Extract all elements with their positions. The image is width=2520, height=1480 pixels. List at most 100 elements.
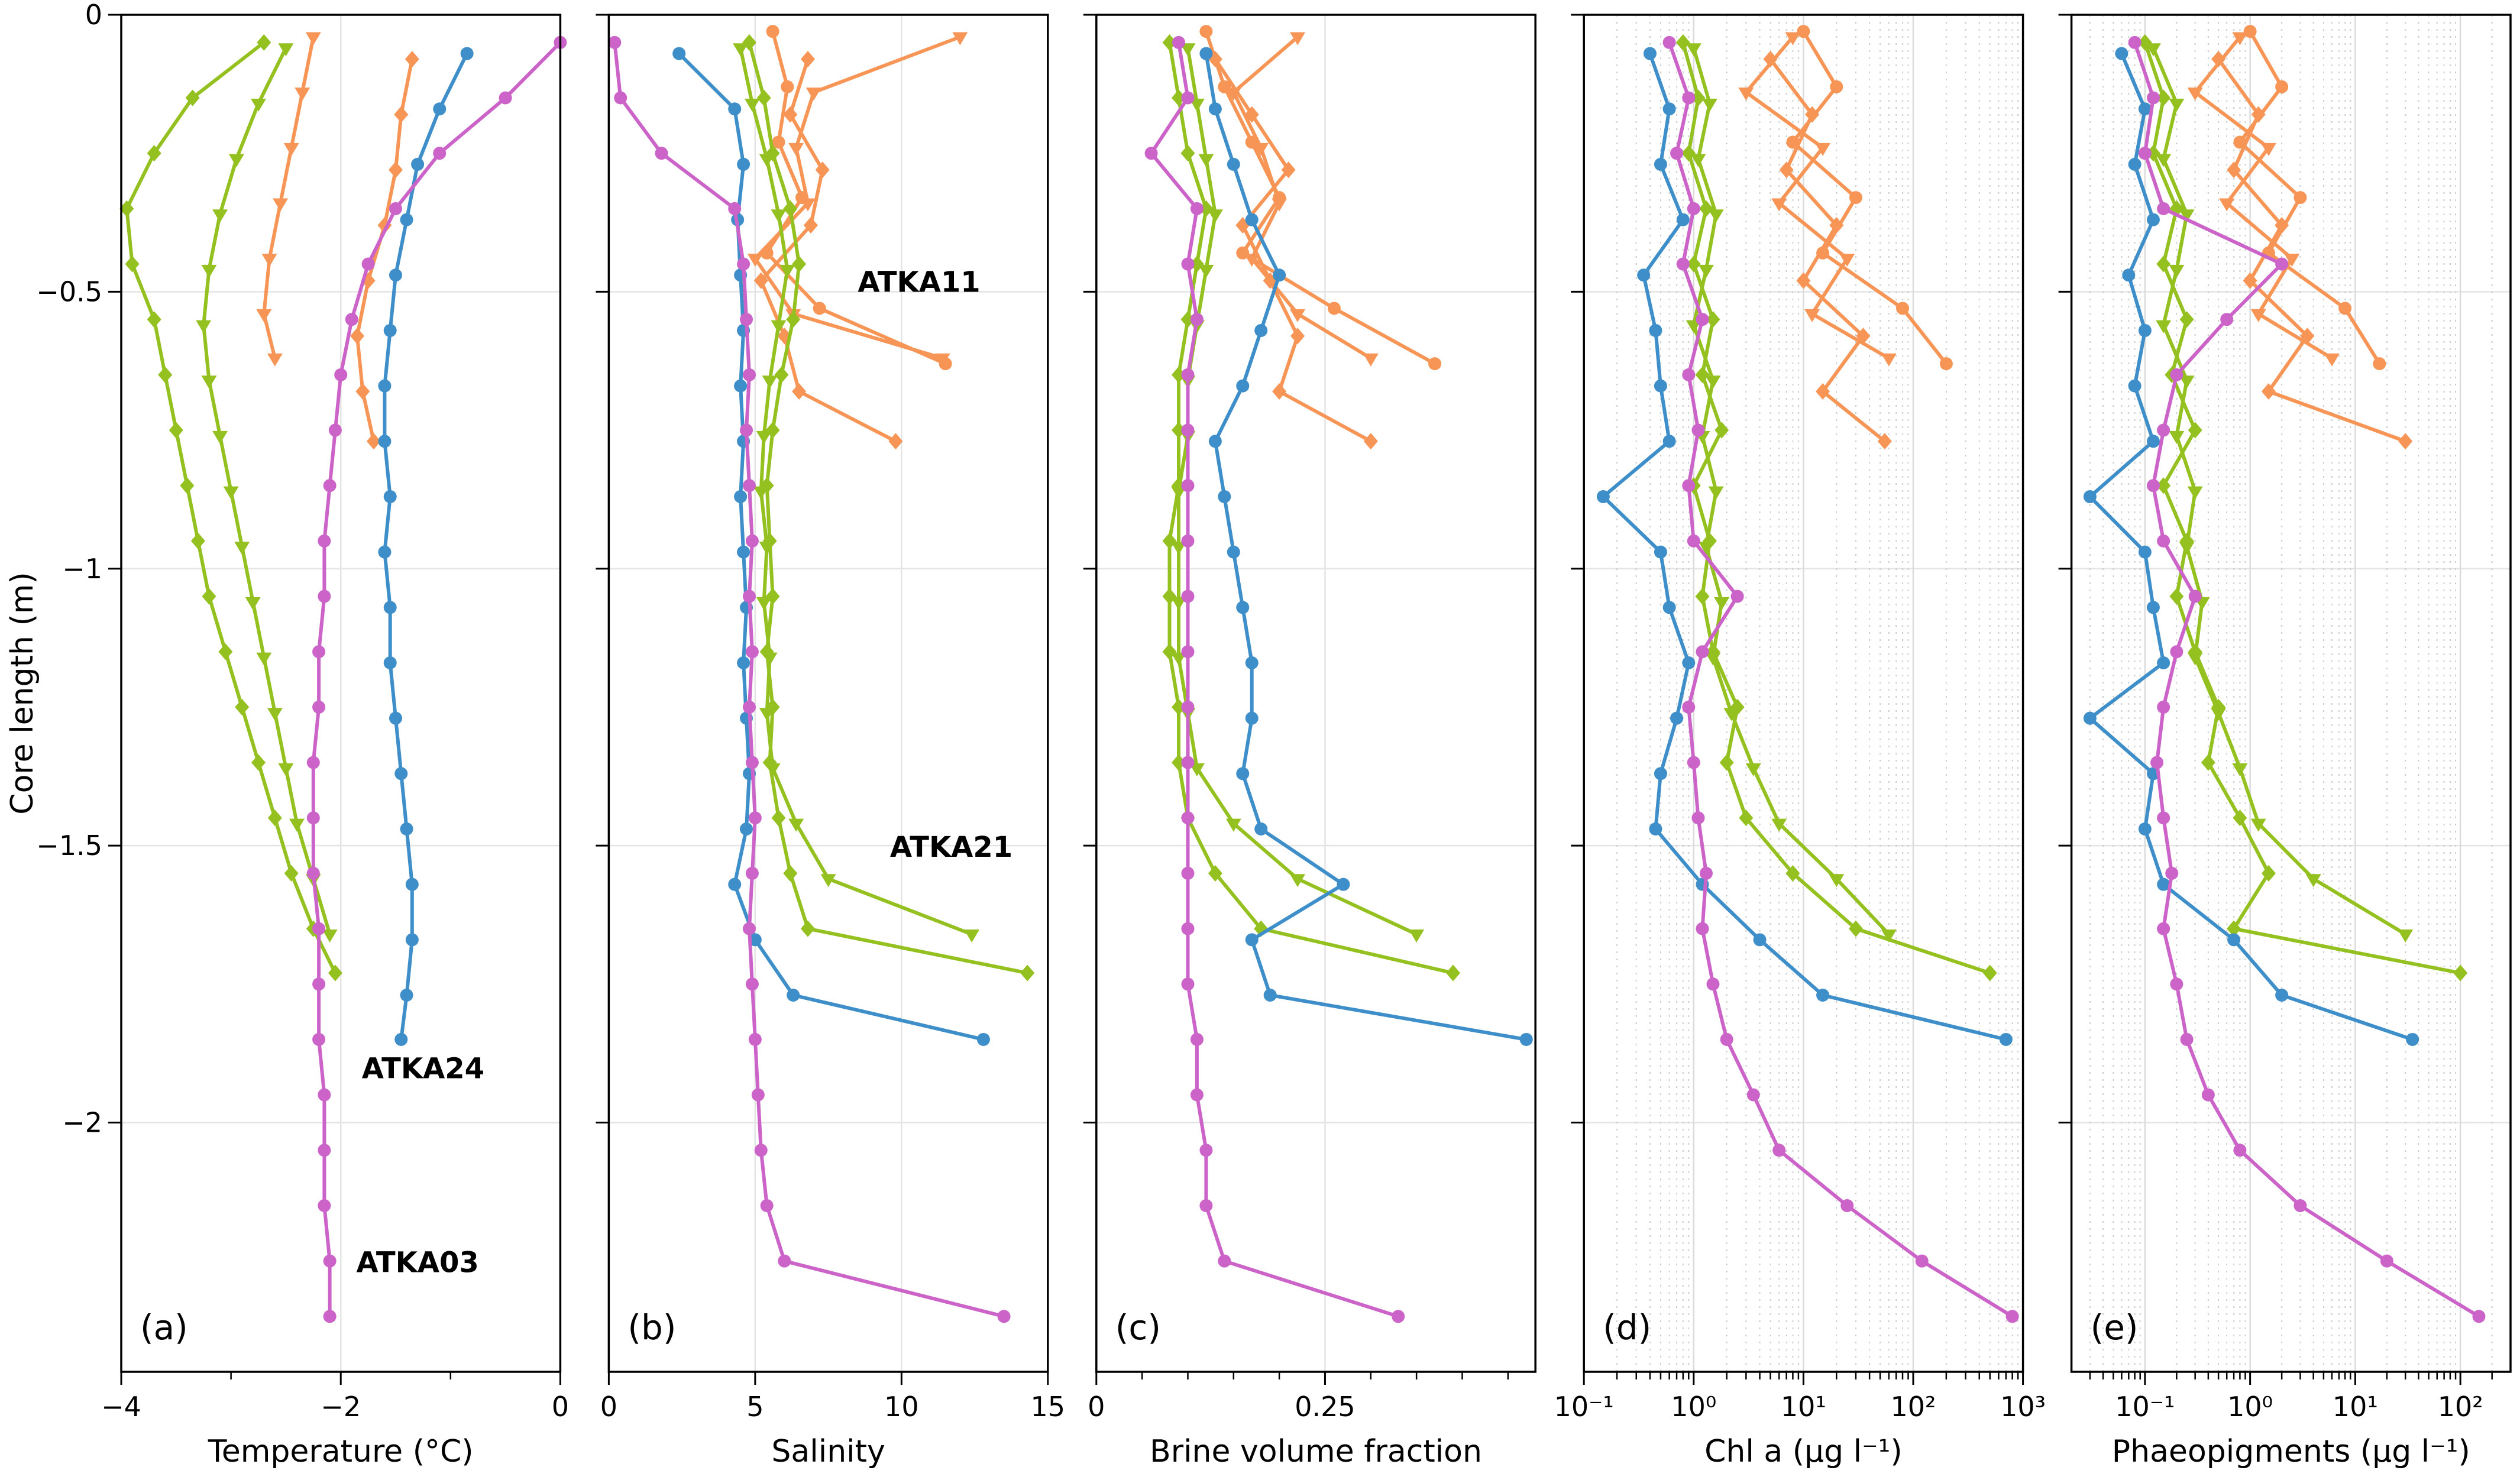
circle-marker — [2170, 645, 2183, 659]
circle-marker — [740, 313, 753, 326]
diamond-marker — [1446, 964, 1460, 982]
circle-marker — [394, 1032, 408, 1046]
circle-marker — [1797, 25, 1810, 38]
circle-marker — [1245, 933, 1259, 947]
circle-marker — [2157, 423, 2170, 437]
circle-marker — [1245, 213, 1259, 226]
diamond-marker — [800, 920, 815, 937]
triangle-marker — [2179, 209, 2195, 223]
circle-marker — [1190, 1088, 1204, 1102]
x-tick-label: −4 — [101, 1391, 141, 1423]
circle-marker — [754, 1144, 768, 1157]
circle-marker — [745, 866, 759, 880]
diamond-marker — [190, 532, 205, 549]
circle-marker — [1687, 202, 1700, 215]
triangle-marker — [1698, 542, 1714, 555]
circle-marker — [2201, 1088, 2215, 1102]
circle-marker — [1181, 756, 1195, 769]
circle-marker — [737, 545, 750, 559]
series-markers-ATKA24-a — [378, 47, 474, 1046]
panel-letter-a: (a) — [140, 1307, 188, 1348]
circle-marker — [1746, 1088, 1760, 1102]
circle-marker — [1753, 933, 1767, 947]
triangle-marker — [2145, 43, 2161, 57]
triangle-marker — [771, 209, 787, 223]
diamond-marker — [284, 864, 299, 882]
diamond-marker — [2227, 161, 2241, 179]
circle-marker — [737, 656, 750, 669]
circle-marker — [334, 368, 348, 381]
circle-marker — [2138, 323, 2152, 337]
triangle-marker — [2305, 874, 2321, 888]
circle-marker — [1939, 357, 1953, 371]
circle-marker — [1699, 866, 1713, 880]
circle-marker — [787, 989, 800, 1002]
triangle-marker — [1253, 143, 1269, 156]
diamond-marker — [2211, 50, 2226, 67]
circle-marker — [2157, 877, 2170, 891]
circle-marker — [1181, 590, 1195, 603]
diamond-marker — [2156, 477, 2171, 494]
diamond-marker — [1281, 161, 1296, 179]
y-tick-label: −1 — [62, 553, 102, 585]
panel-letter-d: (d) — [1603, 1307, 1651, 1348]
circle-marker — [1654, 379, 1667, 393]
diamond-marker — [1290, 328, 1305, 345]
series-markers-ATKA11_C-b — [760, 25, 952, 371]
circle-marker — [2157, 811, 2170, 825]
circle-marker — [795, 191, 809, 205]
circle-marker — [1830, 80, 1843, 93]
series-markers-ATKA11_A-d — [1738, 32, 1897, 367]
circle-marker — [433, 102, 447, 116]
circle-marker — [939, 357, 952, 371]
diamond-marker — [1172, 89, 1186, 106]
circle-marker — [760, 1199, 774, 1212]
circle-marker — [1181, 645, 1195, 659]
triangle-marker — [759, 542, 775, 555]
triangle-marker — [1290, 874, 1306, 888]
circle-marker — [734, 379, 748, 393]
panel-letter-e: (e) — [2091, 1307, 2139, 1348]
diamond-marker — [158, 366, 173, 383]
triangle-marker — [1708, 209, 1724, 223]
circle-marker — [1682, 91, 1696, 105]
triangle-marker — [251, 98, 266, 112]
circle-marker — [1670, 711, 1684, 725]
diamond-marker — [1675, 34, 1690, 51]
annotation-ATKA21: ATKA21 — [890, 831, 1012, 864]
circle-marker — [1254, 822, 1268, 835]
diamond-marker — [2233, 809, 2247, 827]
circle-marker — [1696, 313, 1709, 326]
triangle-marker — [212, 209, 228, 223]
diamond-marker — [2156, 255, 2171, 273]
diamond-marker — [2188, 422, 2202, 439]
circle-marker — [1181, 977, 1195, 991]
diamond-marker — [1162, 34, 1177, 51]
circle-marker — [2146, 601, 2160, 614]
triangle-marker — [2156, 154, 2172, 167]
triangle-marker — [267, 708, 283, 721]
circle-marker — [1245, 656, 1259, 669]
circle-marker — [405, 933, 419, 947]
triangle-marker — [1714, 597, 1730, 610]
series-markers-ATKA11_C-d — [1786, 25, 1953, 371]
triangle-marker — [267, 353, 283, 367]
circle-marker — [740, 423, 753, 437]
panel-letter-b: (b) — [627, 1307, 676, 1348]
circle-marker — [1816, 246, 1830, 260]
circle-marker — [748, 1032, 762, 1046]
triangle-marker — [261, 254, 277, 267]
diamond-marker — [815, 161, 830, 179]
triangle-marker — [2156, 320, 2172, 333]
triangle-marker — [1198, 264, 1214, 278]
circle-marker — [1236, 767, 1250, 781]
circle-marker — [2165, 866, 2179, 880]
circle-marker — [318, 590, 331, 603]
circle-marker — [745, 977, 759, 991]
x-tick-label: 0 — [600, 1391, 617, 1423]
triangle-marker — [2211, 708, 2227, 721]
circle-marker — [312, 922, 326, 935]
triangle-marker — [201, 264, 217, 278]
triangle-marker — [1189, 763, 1205, 776]
